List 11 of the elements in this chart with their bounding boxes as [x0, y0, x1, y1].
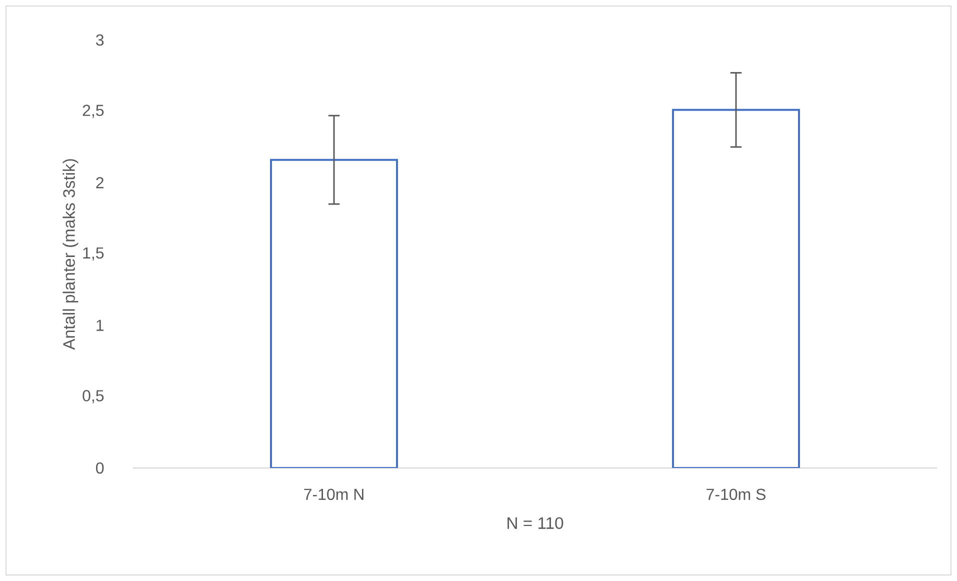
y-tick-label: 1: [96, 320, 104, 331]
y-axis-title: Antall planter (maks 3stik): [62, 159, 78, 350]
x-axis-title: N = 110: [508, 517, 564, 529]
y-tick-label: 0: [96, 462, 104, 474]
y-tick-label: 2: [96, 177, 104, 188]
y-tick-label: 1,5: [83, 247, 104, 261]
y-tick-label: 2,5: [82, 104, 104, 118]
y-tick-label: 0,5: [82, 390, 104, 404]
x-tick-label: 7-10m N: [304, 488, 364, 500]
x-tick-label: 7-10m S: [706, 488, 766, 500]
y-tick-label: 3: [96, 34, 104, 46]
